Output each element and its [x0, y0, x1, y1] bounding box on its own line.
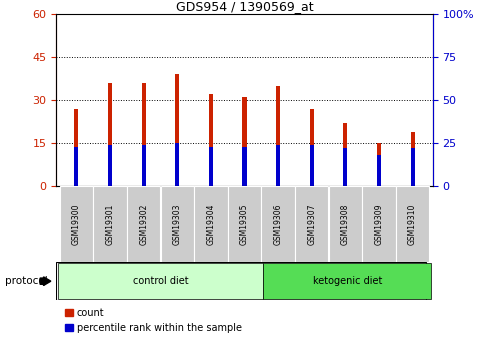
Text: protocol: protocol: [5, 276, 47, 286]
Text: GSM19308: GSM19308: [340, 204, 349, 245]
Bar: [294, 186, 328, 262]
Bar: [242, 147, 246, 186]
Bar: [108, 83, 112, 186]
Text: GSM19307: GSM19307: [306, 204, 316, 245]
Bar: [261, 186, 294, 262]
Bar: [127, 186, 160, 262]
Legend: count, percentile rank within the sample: count, percentile rank within the sample: [61, 304, 245, 337]
Bar: [376, 143, 380, 186]
Bar: [395, 186, 428, 262]
Bar: [263, 263, 430, 299]
Bar: [194, 186, 227, 262]
Text: GSM19306: GSM19306: [273, 204, 282, 245]
Bar: [410, 132, 414, 186]
Bar: [74, 109, 78, 186]
Bar: [276, 145, 280, 186]
Bar: [208, 94, 212, 186]
Bar: [60, 186, 93, 262]
Text: GSM19305: GSM19305: [240, 204, 248, 245]
Text: GSM19304: GSM19304: [206, 204, 215, 245]
Text: GSM19300: GSM19300: [72, 204, 81, 245]
Bar: [343, 123, 346, 186]
Bar: [58, 263, 263, 299]
Text: GSM19310: GSM19310: [407, 204, 416, 245]
Bar: [175, 74, 179, 186]
Bar: [227, 186, 261, 262]
Bar: [328, 186, 361, 262]
Title: GDS954 / 1390569_at: GDS954 / 1390569_at: [175, 0, 313, 13]
Text: GSM19302: GSM19302: [139, 204, 148, 245]
Text: control diet: control diet: [132, 276, 188, 286]
Bar: [410, 148, 414, 186]
Bar: [93, 186, 126, 262]
Bar: [142, 83, 145, 186]
Text: GSM19303: GSM19303: [172, 204, 182, 245]
Text: GSM19301: GSM19301: [105, 204, 114, 245]
Bar: [242, 97, 246, 186]
Bar: [74, 147, 78, 186]
Bar: [208, 147, 212, 186]
Bar: [276, 86, 280, 186]
Bar: [309, 109, 313, 186]
Bar: [108, 145, 112, 186]
Bar: [175, 143, 179, 186]
Bar: [160, 186, 194, 262]
Bar: [343, 148, 346, 186]
Bar: [142, 145, 145, 186]
Bar: [362, 186, 395, 262]
Bar: [309, 145, 313, 186]
Text: ketogenic diet: ketogenic diet: [312, 276, 381, 286]
Text: GSM19309: GSM19309: [374, 204, 383, 245]
Bar: [376, 155, 380, 186]
